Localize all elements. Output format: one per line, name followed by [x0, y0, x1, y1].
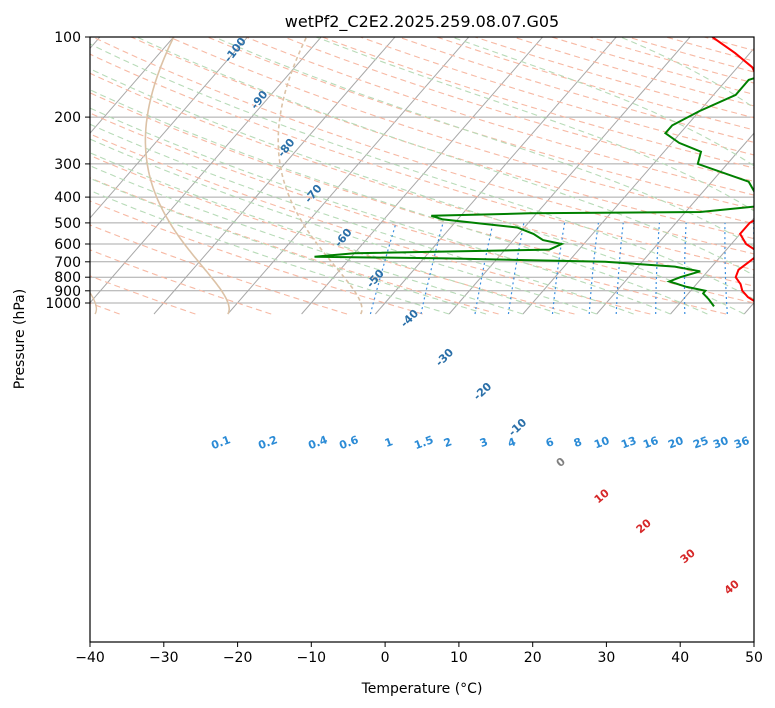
mixing-ratio-label: 36 [732, 434, 751, 452]
moist-adiabat-line [90, 138, 597, 315]
mixing-ratio-line [588, 222, 599, 315]
tan-curve-line [144, 37, 230, 315]
dry-adiabat-line [90, 224, 348, 315]
moist-adiabat-line [90, 43, 754, 300]
moist-adiabat-line [136, 37, 754, 276]
mixing-ratio-line [369, 222, 397, 315]
mixing-ratio-label: 8 [572, 435, 584, 450]
mixing-ratio-label: 10 [592, 434, 611, 452]
mixing-ratio-label: 16 [641, 434, 660, 452]
isotherm-line [90, 37, 322, 304]
mixing-ratio-label: 0.6 [337, 433, 360, 452]
mixing-ratio-line [615, 222, 624, 315]
x-axis-title: Temperature (°C) [361, 681, 483, 697]
x-tick-label: 0 [381, 650, 390, 666]
moist-adiabat-line [90, 107, 671, 315]
mixing-ratio-label: 4 [506, 435, 518, 450]
mixing-ratio-label: 0.4 [306, 433, 329, 452]
mixing-ratio-line [474, 222, 494, 315]
isotherm-line [596, 132, 754, 315]
dry-adiabat-line [92, 37, 754, 255]
dry-adiabat-line [360, 37, 754, 156]
dry-adiabat-line [90, 72, 754, 287]
moist-adiabat-line [90, 152, 560, 315]
isotherm-line [301, 37, 544, 315]
mixing-ratio-line [420, 222, 444, 315]
dry-adiabat-line [90, 177, 499, 315]
mixing-ratio-line [507, 222, 525, 315]
axis-ticks: −40 −30 −20 −10 0 10 20 30 40 5010020030040050060… [45, 30, 763, 666]
mixing-ratio-label: 1 [383, 435, 395, 450]
dry-adiabat-line [283, 37, 754, 182]
tan-curve-line [277, 37, 363, 315]
moist-adiabat-line [90, 165, 524, 315]
x-tick-label: 40 [671, 650, 689, 666]
mixing-ratio-label: 6 [544, 435, 556, 450]
tan-reference-curves [90, 37, 363, 315]
moist-adiabat-line [90, 189, 450, 315]
x-tick-label: −30 [149, 650, 179, 666]
mixing-ratio-line [683, 222, 687, 314]
y-tick-label: 700 [54, 255, 81, 271]
isotherm-line [153, 37, 396, 315]
y-tick-label: 200 [54, 110, 81, 126]
y-tick-label: 400 [54, 190, 81, 206]
moist-adiabat-line [90, 89, 708, 315]
mixing-ratio-label: 1.5 [412, 433, 435, 452]
dry-adiabat-line [90, 200, 423, 315]
chart-title: wetPf2_C2E2.2025.259.08.07.G05 [285, 12, 559, 32]
mixing-ratio-label: 0.1 [209, 433, 232, 452]
isotherm-line [227, 37, 470, 315]
temperature-profile-line [711, 37, 754, 303]
dry-adiabat-line [90, 92, 754, 304]
x-tick-label: 20 [524, 650, 542, 666]
isotherm-line [375, 37, 617, 315]
mixing-ratio-label: 3 [478, 435, 490, 450]
moist-adiabat-line [90, 177, 487, 315]
plot-background [90, 37, 754, 642]
sounding-profiles [314, 37, 754, 307]
mixing-ratio-line [655, 222, 660, 314]
y-axis-title: Pressure (hPa) [12, 289, 28, 389]
mixing-ratio-label: 20 [666, 434, 685, 452]
mixing-ratio-label: 30 [711, 434, 730, 452]
mixing-ratio-label: 0.2 [256, 433, 279, 452]
plot-frame [89, 36, 755, 643]
y-tick-label: 100 [54, 30, 81, 46]
mixing-ratio-label: 25 [691, 434, 710, 451]
dry-adiabat-line [90, 133, 651, 315]
x-tick-label: −40 [75, 650, 105, 666]
dry-adiabat-line [90, 154, 575, 315]
isotherm-line [522, 47, 754, 315]
x-tick-label: 30 [597, 650, 615, 666]
x-tick-label: −20 [223, 650, 253, 666]
isotherm-line [448, 37, 691, 315]
y-tick-label: 900 [54, 284, 81, 300]
isotherm-line [670, 217, 754, 315]
dewpoint-profile-line [314, 77, 754, 307]
mixing-ratio-label: 13 [619, 434, 638, 451]
isotherm-line [90, 37, 175, 134]
dry-adiabat-line [90, 53, 754, 271]
moist-adiabats [90, 37, 754, 315]
x-tick-label: −10 [297, 650, 327, 666]
x-tick-label: 50 [745, 650, 763, 666]
x-tick-label: 10 [450, 650, 468, 666]
y-tick-label: 1000 [45, 296, 81, 312]
tan-curve-line [90, 291, 98, 315]
y-tick-label: 600 [54, 237, 81, 253]
y-tick-label: 500 [54, 216, 81, 232]
dry-adiabat-line [207, 37, 754, 210]
mixing-ratio-line [724, 222, 728, 315]
dry-adiabat-line [90, 112, 727, 315]
y-tick-label: 300 [54, 157, 81, 173]
y-tick-label: 800 [54, 270, 81, 286]
mixing-ratio-label: 2 [442, 435, 454, 450]
dry-adiabat-line [90, 249, 272, 315]
